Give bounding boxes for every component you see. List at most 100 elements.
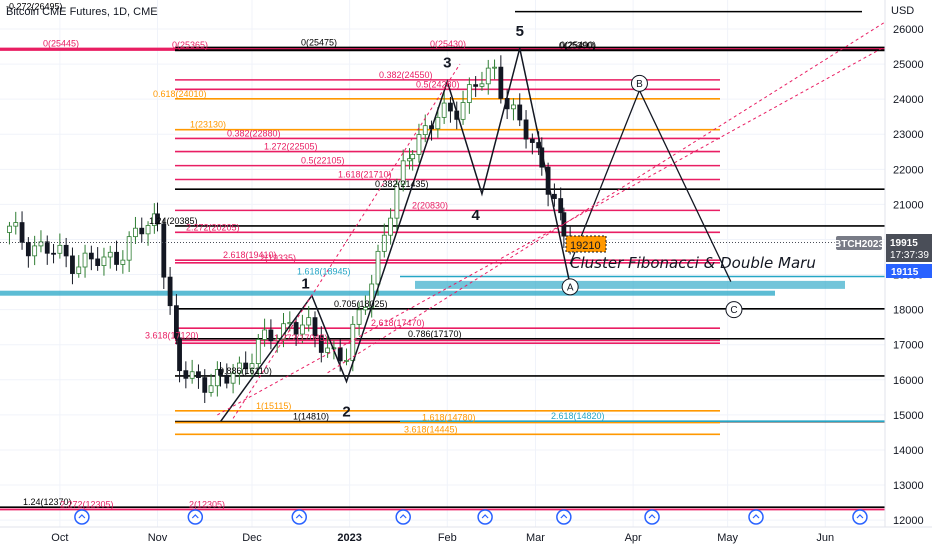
candle-body <box>479 83 485 87</box>
time-tick-label: Mar <box>526 532 545 544</box>
price-tick-label: 24000 <box>893 94 924 106</box>
fib-level-label: 3.618(14445) <box>404 424 458 434</box>
event-marker-glyph <box>648 514 656 519</box>
event-marker-glyph <box>78 514 86 519</box>
elliott-wave-label: 2 <box>342 404 350 421</box>
time-tick-label: Apr <box>625 532 642 544</box>
fib-level-label: 2(12305) <box>189 499 225 509</box>
event-marker-icon <box>395 509 411 525</box>
fib-level-label: 0(25445) <box>43 38 79 48</box>
candle-body <box>407 158 412 162</box>
price-tick-label: 21000 <box>893 199 924 211</box>
candle-body <box>485 67 491 85</box>
fib-level-label: 0(25475) <box>301 37 337 47</box>
time-tick-label: Dec <box>242 532 262 544</box>
candle-body <box>422 125 428 136</box>
fib-level-label: 1(14810) <box>293 412 329 422</box>
elliott-wave-label: 4 <box>471 207 480 224</box>
trend-channel-line <box>217 46 886 416</box>
time-tick-label: May <box>717 532 738 544</box>
fib-level-label: 0(25365) <box>172 40 208 50</box>
candle-body <box>473 84 479 87</box>
candle-body <box>416 134 422 155</box>
fib-level-label: 0.5(24280) <box>416 79 460 89</box>
candle-body <box>196 371 201 378</box>
cluster-annotation: Cluster Fibonacci & Double Maru <box>570 254 816 272</box>
teal-zone-bar <box>0 290 775 296</box>
candle-body <box>448 102 453 112</box>
candle-body <box>236 362 242 374</box>
event-marker-icon <box>644 509 660 525</box>
fib-level-label: 2.618(17470) <box>371 318 425 328</box>
event-marker-glyph <box>481 514 489 519</box>
price-tick-label: 17000 <box>893 340 924 352</box>
fib-level-label: 1.618(18945) <box>297 266 351 276</box>
last-price-badge: 19915 17:37:39 <box>886 234 932 262</box>
event-marker-glyph <box>856 514 864 519</box>
fib-level-label: 1(23130) <box>190 120 226 130</box>
fib-level-label: 0(25400) <box>560 40 596 50</box>
candle-body <box>312 317 318 337</box>
candle-body <box>466 84 472 103</box>
correction-circle <box>630 74 648 92</box>
candle-body <box>183 370 189 379</box>
level-price-badge: 19115 <box>886 264 932 278</box>
candle-body <box>107 251 113 258</box>
fib-level-label: 2.618(14820) <box>551 411 605 421</box>
candle-body <box>155 213 160 225</box>
event-marker-glyph <box>295 514 303 519</box>
chart-title: Bitcoin CME Futures, 1D, CME <box>6 6 158 18</box>
time-tick-label: Nov <box>148 532 168 544</box>
price-axis-currency: USD <box>891 5 914 17</box>
fib-level-label: 0.618(24010) <box>153 89 207 99</box>
candle-body <box>552 193 557 199</box>
candle-body <box>441 102 447 118</box>
time-axis[interactable]: Oct Nov Dec 2023 Feb Mar Apr May Jun <box>51 509 868 544</box>
fib-level-label: 1.618(14780) <box>422 413 476 423</box>
candle-body <box>32 245 38 257</box>
candle-body <box>57 244 63 254</box>
candle-body <box>400 160 406 185</box>
symbol-badge: BTCH2023 <box>834 236 884 250</box>
last-price-badge-bg <box>886 234 932 262</box>
event-marker-glyph <box>560 514 568 519</box>
candle-body <box>167 276 173 307</box>
candle-body <box>435 116 441 130</box>
candle-body <box>145 225 151 235</box>
time-tick-label: Jun <box>816 532 834 544</box>
candle-body <box>410 154 416 160</box>
candle-body <box>492 66 497 69</box>
target-box[interactable]: 19210 <box>565 235 607 253</box>
fib-level-label: 3.618(17120) <box>145 331 199 341</box>
fib-level-label: 1.24(12370) <box>23 497 72 507</box>
candle-body <box>214 369 220 387</box>
target-box-bg <box>565 235 607 253</box>
candle-body <box>318 335 324 353</box>
symbol-badge-bg <box>836 236 882 250</box>
price-tick-label: 16000 <box>893 375 924 387</box>
event-marker-glyph <box>752 514 760 519</box>
fib-level-label: 0.705(18025) <box>334 299 388 309</box>
event-marker-icon <box>291 509 307 525</box>
trend-channel-line <box>327 21 886 374</box>
trend-channel-line <box>232 63 461 419</box>
time-tick-label: Feb <box>438 532 457 544</box>
candle-body <box>189 371 195 379</box>
last-price-value: 19915 <box>890 238 918 249</box>
price-tick-label: 25000 <box>893 59 924 71</box>
fib-level-label: 0(25390) <box>559 40 595 50</box>
elliott-wave-label: 3 <box>443 55 451 72</box>
fib-level-label: 1(15115) <box>256 401 291 411</box>
target-box-text: 19210 <box>570 240 601 252</box>
candle-body <box>375 250 381 285</box>
event-marker-icon <box>852 509 868 525</box>
candle-body <box>362 306 368 311</box>
candle-body <box>539 147 545 168</box>
candle-body <box>498 66 504 99</box>
teal-zone-bar <box>415 280 845 289</box>
fib-level-label: -0.272(26495) <box>6 2 63 12</box>
candle-body <box>120 259 126 265</box>
candle-body <box>114 251 119 265</box>
candle-body <box>161 223 167 278</box>
